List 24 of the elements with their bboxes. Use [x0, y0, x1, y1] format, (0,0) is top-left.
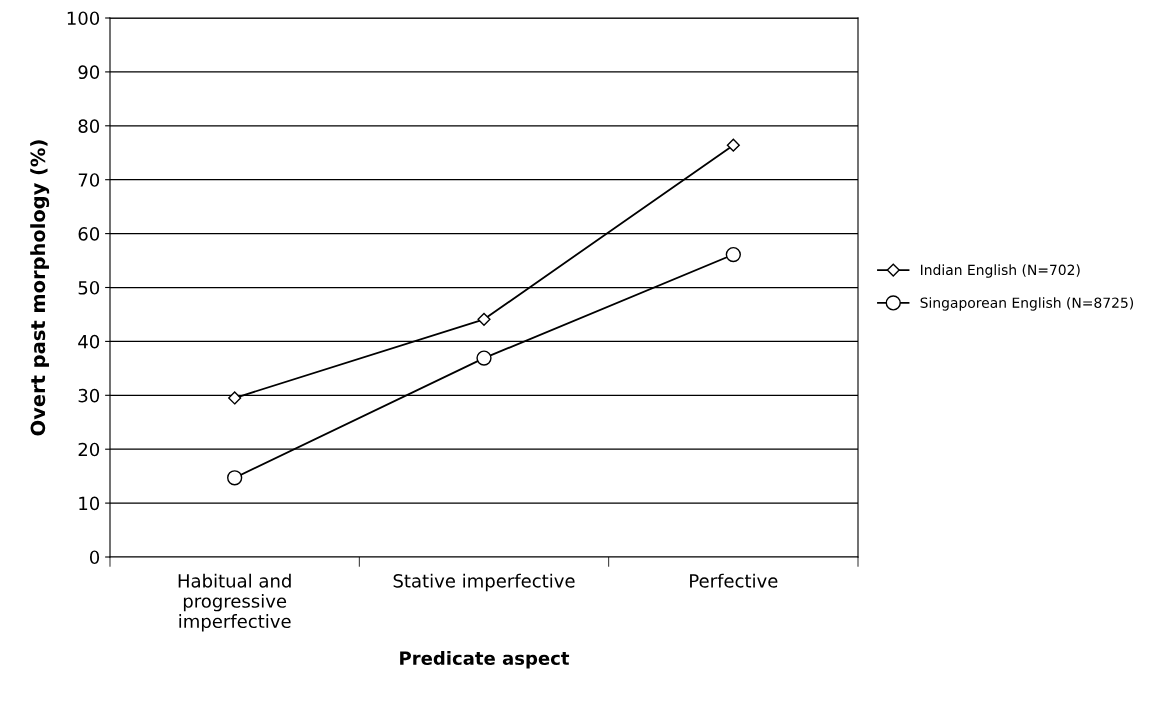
legend-label: Indian English (N=702): [921, 264, 1080, 278]
y-axis-title: Overt past morphology (%): [30, 140, 50, 436]
point: [726, 138, 740, 152]
point: [476, 350, 492, 366]
y-tick-label: 100: [67, 11, 100, 26]
y-tick-label: 20: [78, 442, 100, 457]
y-tick-label: 0: [89, 550, 100, 565]
y-tick-label: 70: [78, 173, 100, 187]
point: [228, 391, 242, 405]
y-tick-label: 10: [79, 496, 100, 511]
x-tick-label: Perfective: [690, 573, 778, 588]
x-tick-label: Habitual and progressive imperfective: [178, 573, 291, 632]
point: [227, 470, 243, 486]
x-tick-label: Stative imperfective: [393, 573, 575, 592]
y-tick-label: 30: [78, 388, 100, 403]
point: [477, 312, 491, 326]
y-tick-label: 50: [78, 280, 100, 295]
x-axis-title: Predicate aspect: [400, 651, 570, 669]
y-tick-label: 90: [78, 65, 100, 80]
y-tick-label: 80: [78, 119, 100, 133]
point: [725, 246, 741, 263]
legend-label: Singaporean English (N=8725): [920, 297, 1134, 311]
y-tick-label: 60: [78, 227, 100, 241]
y-tick-label: 40: [78, 334, 100, 349]
